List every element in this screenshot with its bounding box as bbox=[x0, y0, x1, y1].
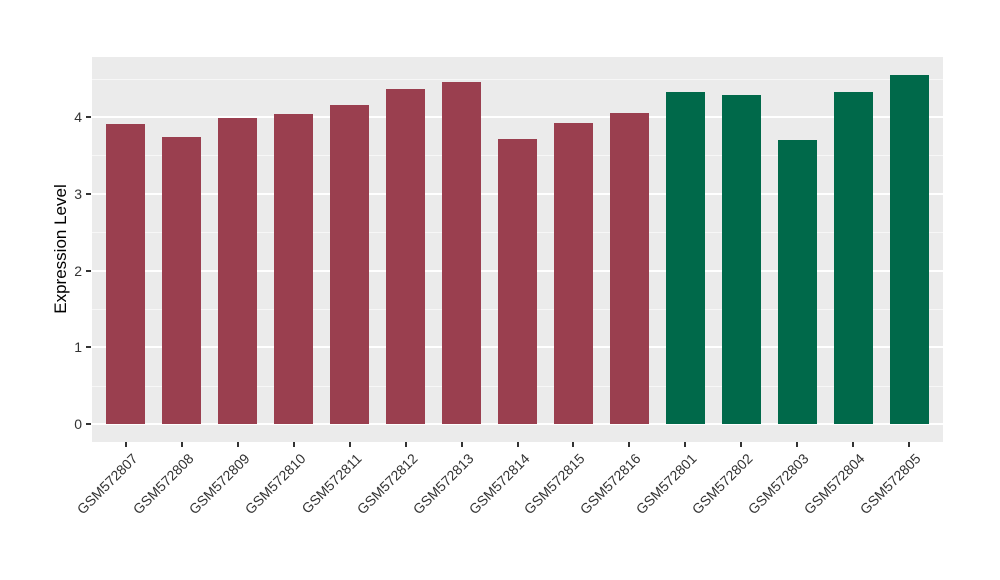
bar bbox=[329, 104, 370, 425]
bar bbox=[553, 123, 594, 425]
bar bbox=[441, 82, 482, 425]
bar bbox=[777, 139, 818, 425]
x-tick-mark bbox=[852, 442, 855, 447]
y-tick-mark bbox=[86, 192, 91, 195]
y-tick-label: 3 bbox=[74, 185, 82, 202]
x-tick-mark bbox=[348, 442, 351, 447]
bar bbox=[497, 139, 538, 425]
bar bbox=[217, 117, 258, 425]
x-tick-mark bbox=[740, 442, 743, 447]
bar bbox=[105, 123, 146, 425]
bar bbox=[161, 136, 202, 425]
bar bbox=[889, 74, 929, 425]
x-tick-mark bbox=[628, 442, 631, 447]
y-tick-label: 1 bbox=[74, 339, 82, 356]
y-tick-label: 0 bbox=[74, 416, 82, 433]
y-tick-mark bbox=[86, 423, 91, 426]
bar bbox=[609, 113, 650, 425]
x-tick-mark bbox=[796, 442, 799, 447]
x-tick-mark bbox=[460, 442, 463, 447]
plot-panel bbox=[92, 57, 943, 442]
y-tick-mark bbox=[86, 346, 91, 349]
gridline-major bbox=[92, 423, 943, 426]
x-tick-mark bbox=[292, 442, 295, 447]
x-tick-mark bbox=[124, 442, 127, 447]
gridline-major bbox=[92, 115, 943, 118]
gridline-minor bbox=[92, 78, 943, 80]
y-tick-mark bbox=[86, 115, 91, 118]
x-tick-mark bbox=[236, 442, 239, 447]
x-tick-mark bbox=[684, 442, 687, 447]
x-tick-mark bbox=[404, 442, 407, 447]
y-tick-label: 2 bbox=[74, 262, 82, 279]
bar bbox=[833, 92, 873, 425]
y-axis-title: Expression Level bbox=[51, 184, 70, 314]
y-tick-mark bbox=[86, 269, 91, 272]
bar bbox=[385, 88, 426, 425]
x-tick-mark bbox=[572, 442, 575, 447]
bar bbox=[665, 92, 706, 425]
x-tick-mark bbox=[908, 442, 911, 447]
y-tick-label: 4 bbox=[74, 108, 82, 125]
bar bbox=[273, 113, 314, 425]
bar bbox=[721, 94, 762, 425]
x-tick-mark bbox=[180, 442, 183, 447]
x-tick-mark bbox=[516, 442, 519, 447]
